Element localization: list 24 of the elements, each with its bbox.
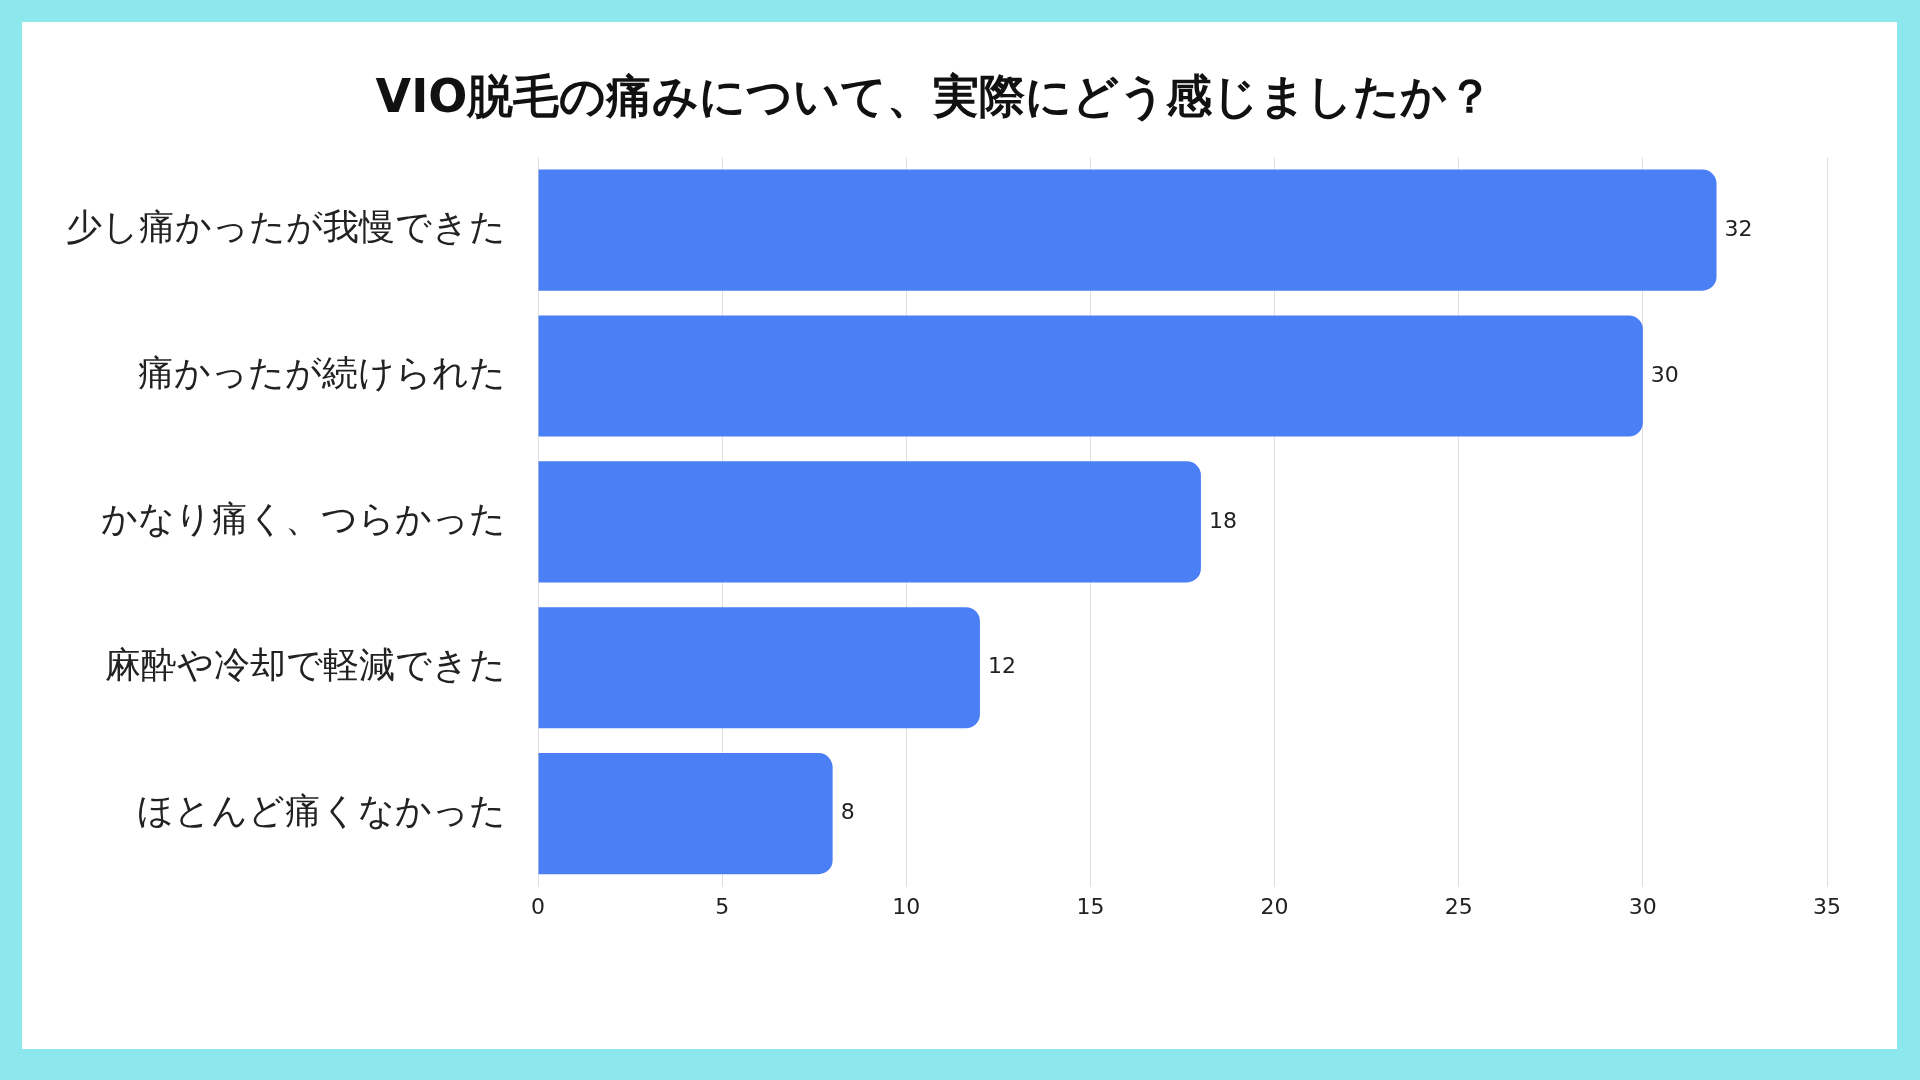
x-tick-label: 20	[1260, 893, 1289, 919]
x-tick-label: 5	[715, 893, 730, 919]
x-tick-label: 25	[1444, 893, 1473, 919]
bar	[538, 315, 1643, 437]
chart-title: VIO脱毛の痛みについて、実際にどう感じましたか？	[375, 68, 1494, 123]
y-tick-label: 麻酔や冷却で軽減できた	[105, 644, 506, 686]
x-tick-label: 10	[892, 893, 921, 919]
bar	[538, 169, 1717, 291]
data-label: 18	[1208, 507, 1237, 533]
x-tick-label: 15	[1076, 893, 1105, 919]
y-tick-label: かなり痛く、つらかった	[101, 498, 506, 540]
x-tick-label: 35	[1813, 893, 1841, 919]
data-label: 12	[987, 653, 1016, 679]
bar	[538, 461, 1201, 583]
data-label: 32	[1724, 215, 1753, 241]
x-tick-label: 30	[1628, 893, 1657, 919]
y-tick-label: 痛かったが続けられた	[138, 352, 506, 394]
y-tick-label: ほとんど痛くなかった	[137, 790, 506, 832]
bar	[538, 753, 833, 875]
bar	[538, 607, 980, 729]
data-label: 8	[840, 799, 855, 825]
y-tick-label: 少し痛かったが我慢できた	[66, 206, 506, 248]
data-label: 30	[1650, 361, 1679, 387]
x-tick-label: 0	[531, 893, 545, 919]
